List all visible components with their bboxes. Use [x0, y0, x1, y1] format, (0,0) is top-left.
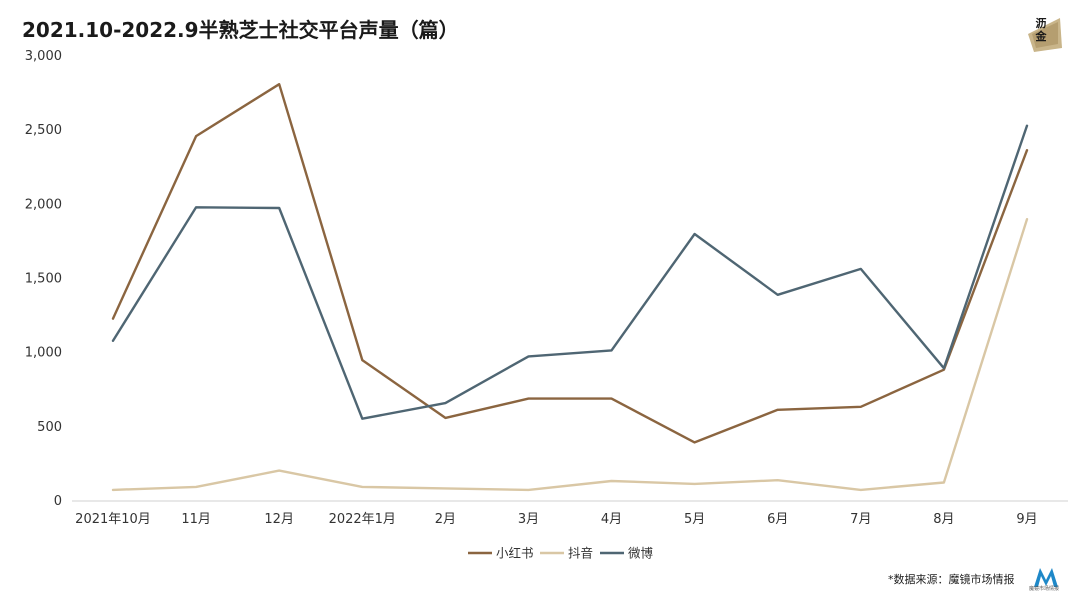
- chart-legend: 小红书 抖音 微博: [468, 546, 654, 561]
- legend-label: 抖音: [568, 546, 593, 561]
- brand-logo-text: 沥 金: [1034, 17, 1048, 43]
- series-line: [111, 124, 1029, 420]
- legend-label: 小红书: [496, 546, 534, 561]
- x-tick-label: 2021年10月: [75, 512, 151, 527]
- x-tick-label: 5月: [684, 512, 705, 527]
- brand-logo-icon: [1028, 18, 1062, 52]
- brand-logo-char-1: 沥: [1035, 17, 1047, 30]
- y-tick-label: 0: [54, 494, 62, 509]
- x-tick-label: 6月: [767, 512, 788, 527]
- y-tick-label: 1,000: [25, 346, 62, 361]
- chart-axes: 0 500 1,000 1,500 2,000 2,500 3,000 2021年10月 11月…: [25, 49, 1068, 527]
- data-source-note: *数据来源：魔镜市场情报: [888, 573, 1015, 586]
- brand-logo-char-2: 金: [1035, 30, 1047, 43]
- chart-series-lines: [111, 82, 1029, 492]
- mojing-logo-text: 魔镜市场情报: [1029, 586, 1060, 592]
- mojing-logo-icon: [1034, 568, 1058, 587]
- x-tick-label: 9月: [1016, 512, 1037, 527]
- y-tick-label: 3,000: [25, 49, 62, 64]
- x-tick-label: 4月: [601, 512, 622, 527]
- x-tick-label: 2月: [435, 512, 456, 527]
- y-tick-label: 2,000: [25, 197, 62, 212]
- x-tick-label: 7月: [850, 512, 871, 527]
- series-line: [111, 217, 1029, 492]
- x-tick-label: 8月: [933, 512, 954, 527]
- x-tick-label: 3月: [518, 512, 539, 527]
- y-tick-label: 500: [37, 420, 62, 435]
- chart-title: 2021.10-2022.9半熟芝士社交平台声量（篇）: [22, 18, 459, 42]
- y-tick-label: 1,500: [25, 272, 62, 287]
- series-line: [111, 82, 1029, 444]
- legend-label: 微博: [628, 546, 654, 561]
- x-tick-label: 2022年1月: [329, 512, 396, 527]
- y-tick-label: 2,500: [25, 123, 62, 138]
- x-tick-label: 11月: [181, 512, 211, 527]
- x-tick-label: 12月: [264, 512, 294, 527]
